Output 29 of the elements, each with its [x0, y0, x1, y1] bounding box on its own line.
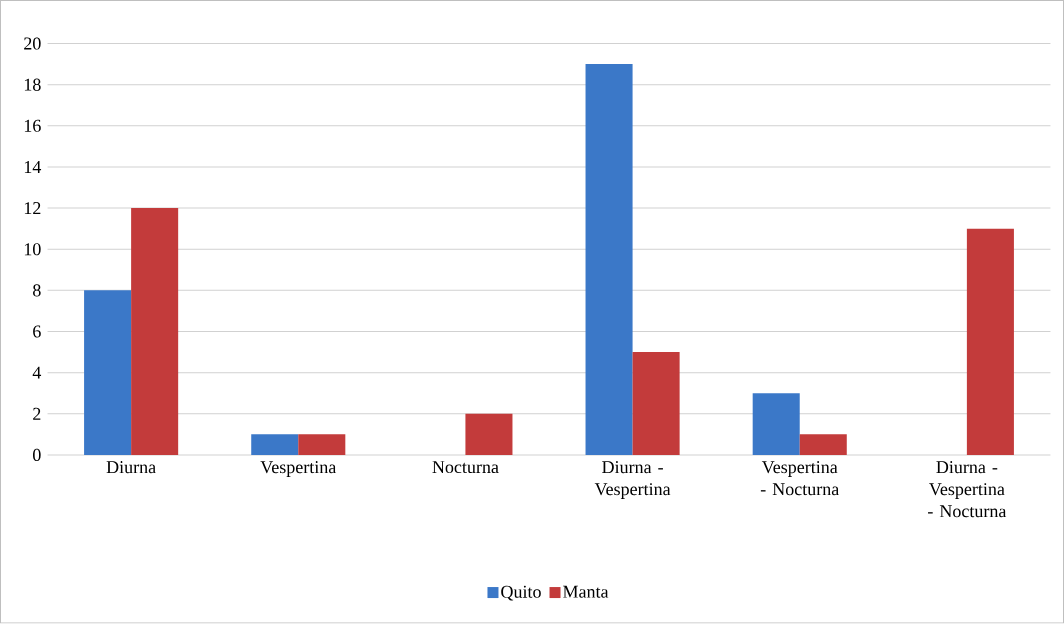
legend-label: Quito: [501, 585, 541, 601]
y-tick-label: 2: [33, 408, 41, 420]
y-tick-label: 12: [24, 202, 41, 215]
bar: [632, 352, 680, 456]
bar: [298, 434, 346, 456]
bar: [966, 228, 1014, 456]
bar: [752, 393, 800, 456]
y-tick-label: 18: [24, 78, 41, 91]
y-tick-label: 0: [33, 449, 41, 462]
y-tick-label: 20: [24, 37, 41, 50]
y-tick-label: 8: [33, 284, 41, 297]
x-tick-label: Diurna: [106, 461, 156, 474]
bar: [251, 434, 299, 456]
x-tick-label: Diurna - Vespertina - Nocturna: [928, 461, 1007, 518]
legend-label: Manta: [563, 586, 609, 598]
bar: [585, 64, 633, 456]
y-tick-label: 16: [24, 119, 41, 133]
y-tick-label: 4: [32, 366, 42, 379]
bar: [84, 290, 132, 456]
bar: [131, 208, 179, 456]
x-tick-label: Vespertina: [260, 461, 337, 478]
y-tick-label: 14: [24, 161, 42, 174]
x-tick-label: Nocturna: [432, 461, 499, 474]
x-tick-label: Diurna - Vespertina: [594, 461, 671, 500]
y-tick-label: 6: [33, 325, 41, 338]
y-tick-label: 10: [24, 243, 41, 256]
x-tick-label: Vespertina - Nocturna: [760, 461, 840, 496]
bar: [465, 413, 513, 456]
bar: [799, 434, 847, 456]
